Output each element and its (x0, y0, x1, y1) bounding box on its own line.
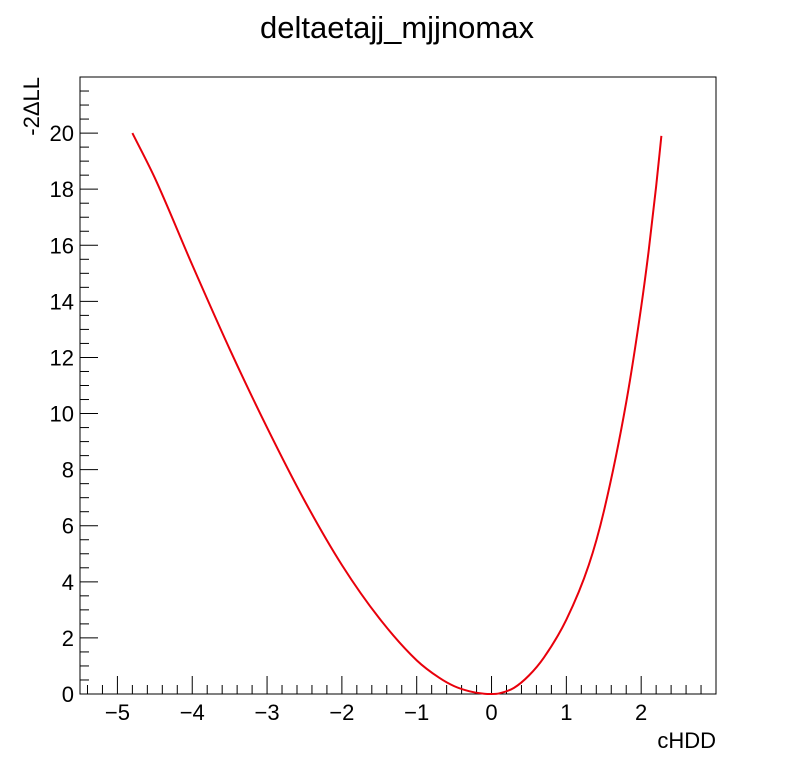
y-tick-label: 12 (50, 345, 74, 370)
y-tick-label: 8 (62, 458, 74, 483)
y-axis-ticks (80, 76, 98, 695)
x-tick-label: −2 (329, 700, 354, 725)
y-tick-label: 2 (62, 626, 74, 651)
y-tick-label: 0 (62, 682, 74, 707)
y-tick-label: 6 (62, 514, 74, 539)
x-axis-ticks (86, 676, 717, 694)
x-tick-label: −4 (180, 700, 205, 725)
x-tick-label: −1 (404, 700, 429, 725)
y-axis-title: -2ΔLL (19, 77, 44, 136)
series-line (131, 132, 663, 696)
x-tick-label: −3 (255, 700, 280, 725)
y-tick-label: 20 (50, 121, 74, 146)
x-tick-label: −5 (105, 700, 130, 725)
x-tick-label: 0 (485, 700, 497, 725)
chart-title: deltaetajj_mjjnomax (260, 10, 534, 45)
x-axis-tick-labels: −5 −4 −3 −2 −1 0 1 2 (105, 700, 647, 725)
y-axis-tick-labels: 0 2 4 6 8 10 12 14 16 18 20 (50, 121, 74, 707)
x-tick-label: 2 (635, 700, 647, 725)
x-tick-label: 1 (560, 700, 572, 725)
x-axis-title: cHDD (657, 728, 716, 753)
y-tick-label: 16 (50, 233, 74, 258)
plot-frame (79, 76, 717, 695)
y-tick-label: 14 (50, 289, 74, 314)
y-tick-label: 10 (50, 402, 74, 427)
y-tick-label: 4 (62, 570, 74, 595)
y-tick-label: 18 (50, 177, 74, 202)
